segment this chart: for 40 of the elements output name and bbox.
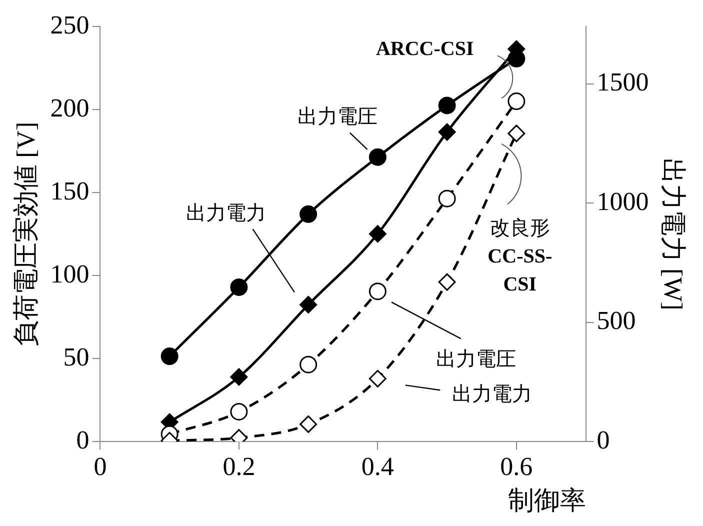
y2-tick-label: 0	[596, 425, 610, 454]
y-axis-title: 負荷電圧実効値 [V]	[11, 122, 40, 346]
y2-tick-label: 1500	[596, 68, 649, 97]
point	[508, 124, 526, 142]
annotation: 出力電圧	[297, 106, 378, 128]
point	[368, 370, 386, 388]
point	[368, 282, 386, 300]
point	[160, 348, 178, 366]
point	[300, 356, 318, 374]
annotation: 出力電力	[452, 383, 532, 406]
point	[438, 190, 456, 208]
annotation: 改良形 CC-SS- CSI	[488, 218, 552, 296]
x-axis-title: 制御率	[508, 486, 586, 516]
annotation: ARCC-CSI	[376, 38, 474, 60]
y-tick-label: 0	[76, 425, 90, 454]
point	[438, 273, 456, 291]
point	[508, 92, 526, 110]
y-tick-label: 200	[50, 93, 90, 122]
point	[438, 123, 456, 141]
x-tick-label: 0.4	[361, 452, 394, 482]
x-tick-label: 0.2	[222, 452, 256, 482]
y2-tick-label: 1000	[596, 186, 649, 216]
point	[300, 296, 318, 314]
point	[300, 205, 318, 223]
point	[438, 96, 456, 114]
point	[230, 278, 248, 296]
y-tick-label: 150	[50, 176, 90, 206]
y-tick-label: 50	[63, 342, 90, 372]
x-tick-label: 0.6	[500, 452, 533, 482]
point	[230, 402, 248, 420]
point	[300, 415, 318, 433]
y-tick-label: 100	[50, 259, 90, 288]
point	[368, 148, 386, 166]
annotation: 出力電力	[186, 202, 266, 224]
point	[230, 368, 248, 386]
point	[368, 225, 386, 243]
annotation: 出力電圧	[436, 348, 516, 371]
y2-tick-label: 500	[596, 306, 636, 336]
y2-axis-title: 出力電力 [W]	[658, 158, 688, 310]
y-tick-label: 250	[50, 10, 90, 40]
